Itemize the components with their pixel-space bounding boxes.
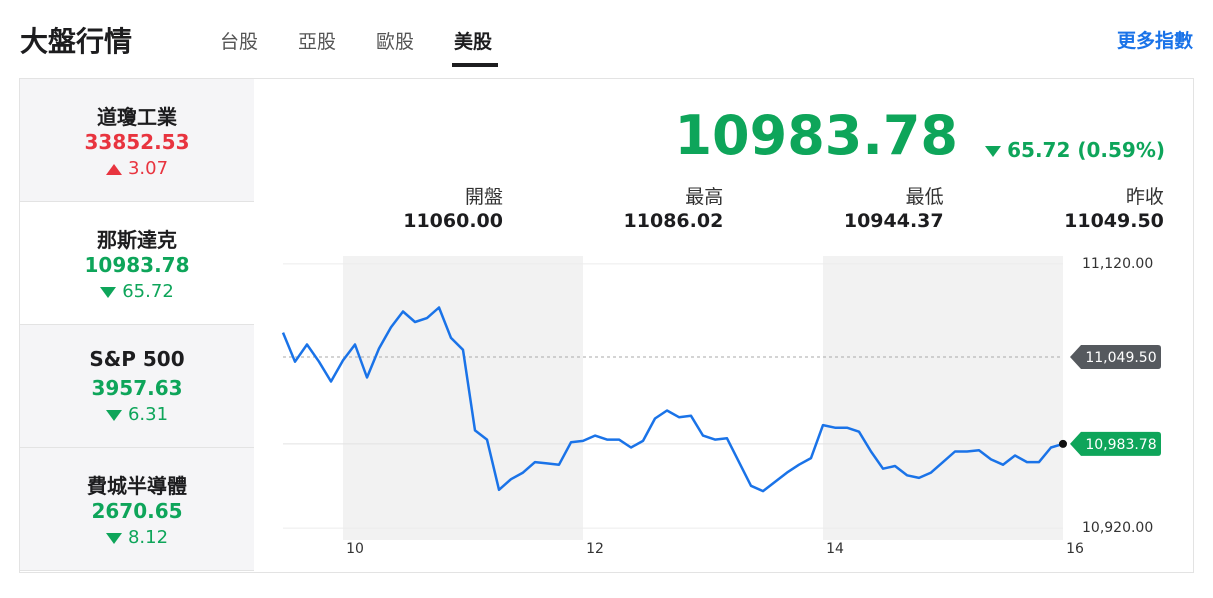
change-value: 65.72 xyxy=(122,281,174,302)
tab[interactable]: 台股 xyxy=(220,31,259,53)
index-value: 10983.78 xyxy=(84,253,190,277)
arrow xyxy=(100,286,117,298)
change-value: 8.12 xyxy=(127,527,169,548)
reference-tag xyxy=(1070,345,1161,370)
reference-label: 11,049.50 xyxy=(1085,350,1156,366)
index-change: 6.31 xyxy=(20,404,254,425)
price-change: 65.72 (0.59%) xyxy=(985,138,1165,162)
tab-underline xyxy=(452,63,498,67)
y-tick-label: 10,920.00 xyxy=(1082,520,1153,536)
index-change: 8.12 xyxy=(20,527,254,548)
stat-value: 11049.50 xyxy=(1064,210,1164,232)
band xyxy=(823,256,1063,540)
index-value: 3957.63 xyxy=(91,376,183,400)
price-line xyxy=(281,306,1064,493)
change-value: 3.07 xyxy=(127,158,169,179)
panel xyxy=(19,78,1194,573)
y-tick-label: 11,120.00 xyxy=(1082,256,1153,272)
price: 10983.78 xyxy=(674,104,958,167)
x-tick-label: 16 xyxy=(1066,541,1084,557)
change-value: 6.31 xyxy=(127,404,169,425)
tab[interactable]: 美股 xyxy=(454,31,493,53)
title: 大盤行情 xyxy=(20,25,133,58)
stat-label: 昨收 xyxy=(1125,186,1164,208)
index-name: 道瓊工業 xyxy=(97,105,177,129)
x-tick-label: 12 xyxy=(586,541,604,557)
index-item[interactable]: 那斯達克 10983.78 65.72 xyxy=(20,202,254,325)
stat-label: 最高 xyxy=(685,186,724,208)
arrow xyxy=(985,146,1002,157)
reference-tag xyxy=(1070,431,1161,456)
index-value: 2670.65 xyxy=(91,499,183,523)
tab[interactable]: 亞股 xyxy=(298,31,337,53)
tab[interactable]: 歐股 xyxy=(376,31,415,53)
index-change: 3.07 xyxy=(20,158,254,179)
arrow xyxy=(105,163,122,175)
arrow xyxy=(105,409,122,421)
index-item[interactable]: S&P 500 3957.63 6.31 xyxy=(20,325,254,448)
band xyxy=(343,256,583,540)
index-item[interactable]: 費城半導體 2670.65 8.12 xyxy=(20,448,254,571)
index-change: 65.72 xyxy=(20,281,254,302)
last-point xyxy=(1059,439,1067,448)
stat-label: 最低 xyxy=(905,186,944,208)
index-item[interactable]: 道瓊工業 33852.53 3.07 xyxy=(20,79,254,202)
chart: 10 12 14 16 10,920.00 11,120.00 11,049.50 10,98… xyxy=(281,256,1161,557)
index-value: 33852.53 xyxy=(84,130,190,154)
arrow xyxy=(105,532,122,544)
stat-value: 11086.02 xyxy=(623,210,724,232)
x-tick-label: 10 xyxy=(346,541,364,557)
index-name: 費城半導體 xyxy=(87,474,187,498)
stat-label: 開盤 xyxy=(464,186,503,208)
more-link[interactable]: 更多指數 xyxy=(1116,30,1193,52)
reference-label: 10,983.78 xyxy=(1085,437,1156,453)
index-name: 那斯達克 xyxy=(97,228,177,252)
stat-value: 10944.37 xyxy=(843,210,944,232)
change-value: 65.72 (0.59%) xyxy=(1007,138,1165,162)
x-tick-label: 14 xyxy=(826,541,844,557)
stat-value: 11060.00 xyxy=(403,210,503,232)
index-name: S&P 500 xyxy=(89,347,185,371)
